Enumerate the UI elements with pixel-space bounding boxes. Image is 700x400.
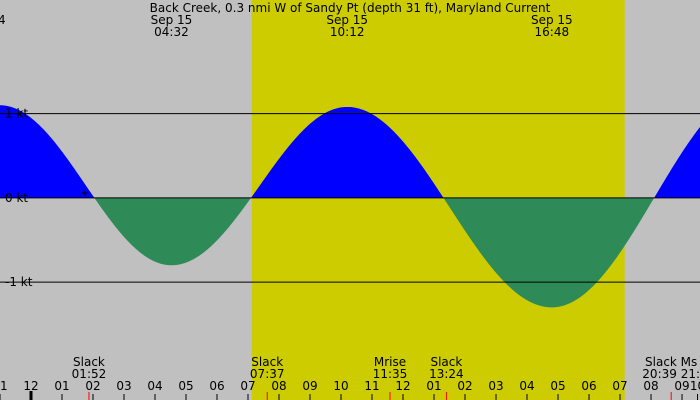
- peak-time-label: 10:12: [330, 25, 365, 39]
- hour-tick-label: 08: [643, 379, 658, 393]
- hour-tick-label: 03: [488, 379, 503, 393]
- x-axis: 1112010203040506070809101112010203040506…: [0, 379, 700, 400]
- hour-tick-label: 10: [333, 379, 348, 393]
- y-gridlines: 1 kt 0 kt -1 kt: [0, 107, 700, 289]
- peak-time-label: 04:32: [154, 25, 189, 39]
- hour-tick-label: 06: [581, 379, 596, 393]
- hour-tick-label: 06: [209, 379, 224, 393]
- flood-area: [0, 105, 95, 198]
- chart-title: Back Creek, 0.3 nmi W of Sandy Pt (depth…: [150, 1, 551, 15]
- hour-tick-label: 12: [23, 379, 38, 393]
- event-label: Slack: [73, 355, 105, 369]
- hour-tick-label: 11: [0, 379, 8, 393]
- flood-area: [654, 127, 700, 198]
- flood-area: [250, 106, 444, 198]
- event-time-label: 11:35: [373, 367, 408, 381]
- event-time-label: 13:24: [429, 367, 464, 381]
- hour-tick-label: 08: [271, 379, 286, 393]
- hour-tick-label: 12: [395, 379, 410, 393]
- peak-date-label: Sep 15: [531, 13, 573, 27]
- y-tick-label: -1 kt: [5, 275, 33, 289]
- hour-tick-label: 07: [240, 379, 255, 393]
- peak-time-label: 16:48: [535, 25, 570, 39]
- y-tick-label: 1 kt: [5, 107, 28, 121]
- event-annotations: Slack01:52Slack07:37Mrise11:35Slack13:24…: [72, 355, 700, 381]
- hour-tick-label: 09: [674, 379, 689, 393]
- hour-tick-label: 05: [178, 379, 193, 393]
- event-label: Slack: [251, 355, 283, 369]
- peak-date-label: Sep 15: [326, 13, 368, 27]
- event-label: Slack Ms: [645, 355, 697, 369]
- event-time-label: 07:37: [250, 367, 285, 381]
- hour-tick-label: 01: [426, 379, 441, 393]
- peak-date-label: Sep 15: [151, 13, 193, 27]
- hour-tick-label: 01: [54, 379, 69, 393]
- hour-tick-label: 02: [85, 379, 100, 393]
- edge-label: 4: [0, 13, 6, 27]
- event-time-label: 01:52: [72, 367, 107, 381]
- hour-tick-label: 05: [550, 379, 565, 393]
- hour-tick-label: 09: [302, 379, 317, 393]
- event-time-label: 20:39 21:: [642, 367, 700, 381]
- hour-tick-label: 04: [519, 379, 534, 393]
- event-label: Slack: [430, 355, 462, 369]
- hour-tick-label: 10: [690, 379, 700, 393]
- hour-tick-label: 07: [612, 379, 627, 393]
- hour-tick-label: 02: [457, 379, 472, 393]
- ebb-area: [443, 197, 655, 308]
- ebb-area: [94, 197, 251, 266]
- y-tick-label: 0 kt: [5, 191, 28, 205]
- hour-tick-label: 04: [147, 379, 162, 393]
- hour-tick-label: 11: [364, 379, 379, 393]
- hour-tick-label: 03: [116, 379, 131, 393]
- event-label: Mrise: [374, 355, 406, 369]
- current-area-layer: [0, 105, 700, 308]
